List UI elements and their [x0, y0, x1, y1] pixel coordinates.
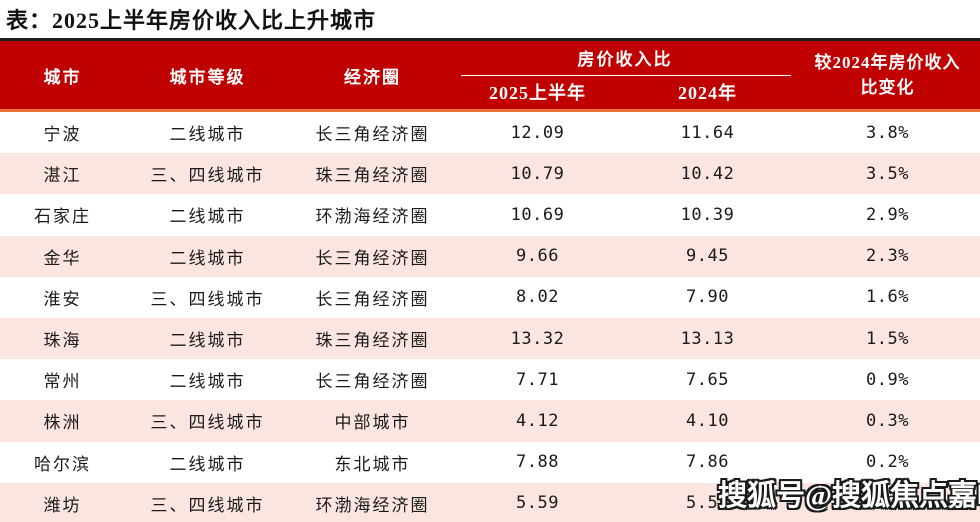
region-cell: 环渤海经济圈 — [315, 495, 430, 515]
region-cell: 长三角经济圈 — [315, 372, 430, 392]
header-tier: 城市等级 — [169, 67, 246, 87]
region-cell: 东北城市 — [334, 454, 411, 474]
header-group-divider — [461, 74, 791, 76]
change-cell: 2.3% — [866, 246, 909, 267]
ratio-2025-cell: 12.09 — [510, 122, 565, 143]
city-cell: 常州 — [43, 372, 82, 392]
region-cell: 珠三角经济圈 — [315, 166, 430, 186]
change-cell: 0.2% — [866, 493, 909, 514]
ratio-2024-cell: 10.42 — [680, 163, 735, 184]
header-ratio-group: 房价收入比 2025上半年 2024年 — [455, 41, 795, 109]
tier-cell: 二线城市 — [169, 125, 246, 145]
change-cell: 2.9% — [866, 204, 909, 225]
tier-cell: 三、四线城市 — [150, 289, 265, 309]
tier-cell: 二线城市 — [169, 207, 246, 227]
ratio-2025-cell: 7.71 — [516, 369, 559, 390]
header-ratio-2024: 2024年 — [678, 83, 737, 104]
tier-cell: 二线城市 — [169, 372, 246, 392]
tier-cell: 二线城市 — [169, 248, 246, 268]
ratio-2025-cell: 7.88 — [516, 452, 559, 473]
ratio-2025-cell: 5.59 — [516, 493, 559, 514]
ratio-2024-cell: 5.58 — [686, 493, 729, 514]
table-row: 石家庄 二线城市 环渤海经济圈 10.69 10.39 2.9% — [0, 194, 980, 236]
region-cell: 中部城市 — [334, 413, 411, 433]
ratio-2025-cell: 9.66 — [516, 246, 559, 267]
table-row: 珠海 二线城市 珠三角经济圈 13.32 13.13 1.5% — [0, 317, 980, 360]
table-row: 常州 二线城市 长三角经济圈 7.71 7.65 0.9% — [0, 359, 980, 401]
region-cell: 长三角经济圈 — [315, 125, 430, 145]
housing-ratio-table: 城市 城市等级 经济圈 房价收入比 2025上半年 2024年 较2024年房价… — [0, 38, 980, 522]
tier-cell: 二线城市 — [169, 331, 246, 351]
ratio-2024-cell: 4.10 — [686, 410, 729, 431]
ratio-2024-cell: 9.45 — [686, 246, 729, 267]
city-cell: 株洲 — [43, 413, 82, 433]
sohu-watermark: 搜狐号@搜狐焦点嘉峪关站 — [718, 480, 980, 512]
table-row: 淮安 三、四线城市 长三角经济圈 8.02 7.90 1.6% — [0, 276, 980, 318]
header-ratio-group-title: 房价收入比 — [577, 50, 673, 70]
city-cell: 石家庄 — [34, 207, 91, 227]
ratio-2025-cell: 10.79 — [510, 163, 565, 184]
table-body: 宁波 二线城市 长三角经济圈 12.09 11.64 3.8% 湛江 三、四线城市 珠三角经济圈… — [0, 112, 980, 522]
city-cell: 宁波 — [43, 125, 82, 145]
header-change-line1: 较2024年房价收入 — [814, 53, 961, 72]
city-cell: 淮安 — [43, 289, 82, 309]
ratio-2025-cell: 10.69 — [510, 204, 565, 225]
ratio-2024-cell: 11.64 — [680, 122, 735, 143]
city-cell: 湛江 — [43, 166, 82, 186]
ratio-2025-cell: 8.02 — [516, 287, 559, 308]
header-city: 城市 — [43, 67, 82, 87]
change-cell: 3.8% — [866, 122, 909, 143]
city-cell: 金华 — [43, 248, 82, 268]
city-cell: 哈尔滨 — [34, 454, 91, 474]
table-row: 哈尔滨 二线城市 东北城市 7.88 7.86 0.2% — [0, 441, 980, 483]
ratio-2024-cell: 7.86 — [686, 452, 729, 473]
region-cell: 珠三角经济圈 — [315, 331, 430, 351]
tier-cell: 三、四线城市 — [150, 495, 265, 515]
change-cell: 0.9% — [866, 369, 909, 390]
header-ratio-subrow: 2025上半年 2024年 — [455, 76, 795, 110]
ratio-2024-cell: 7.65 — [686, 369, 729, 390]
table-row: 株洲 三、四线城市 中部城市 4.12 4.10 0.3% — [0, 400, 980, 442]
table-row: 湛江 三、四线城市 珠三角经济圈 10.79 10.42 3.5% — [0, 153, 980, 195]
region-cell: 长三角经济圈 — [315, 289, 430, 309]
city-cell: 珠海 — [43, 331, 82, 351]
change-cell: 1.6% — [866, 287, 909, 308]
region-cell: 长三角经济圈 — [315, 248, 430, 268]
ratio-2024-cell: 7.90 — [686, 287, 729, 308]
ratio-2025-cell: 13.32 — [510, 328, 565, 349]
header-change: 较2024年房价收入 比变化 — [795, 41, 980, 109]
change-cell: 1.5% — [866, 328, 909, 349]
header-change-line2: 比变化 — [860, 78, 915, 97]
table-row: 宁波 二线城市 长三角经济圈 12.09 11.64 3.8% — [0, 112, 980, 154]
ratio-2024-cell: 13.13 — [680, 328, 735, 349]
change-cell: 0.3% — [866, 410, 909, 431]
region-cell: 环渤海经济圈 — [315, 207, 430, 227]
table-title: 表：2025上半年房价收入比上升城市 — [6, 8, 377, 33]
change-cell: 0.2% — [866, 452, 909, 473]
header-region: 经济圈 — [344, 67, 401, 87]
tier-cell: 三、四线城市 — [150, 413, 265, 433]
header-ratio-2025: 2025上半年 — [489, 83, 586, 104]
ratio-2025-cell: 4.12 — [516, 410, 559, 431]
table-header-row: 城市 城市等级 经济圈 房价收入比 2025上半年 2024年 较2024年房价… — [0, 38, 980, 112]
table-row: 潍坊 三、四线城市 环渤海经济圈 5.59 5.58 0.2% — [0, 482, 980, 522]
tier-cell: 二线城市 — [169, 454, 246, 474]
table-row: 金华 二线城市 长三角经济圈 9.66 9.45 2.3% — [0, 235, 980, 277]
ratio-2024-cell: 10.39 — [680, 204, 735, 225]
tier-cell: 三、四线城市 — [150, 166, 265, 186]
city-cell: 潍坊 — [43, 495, 82, 515]
change-cell: 3.5% — [866, 163, 909, 184]
